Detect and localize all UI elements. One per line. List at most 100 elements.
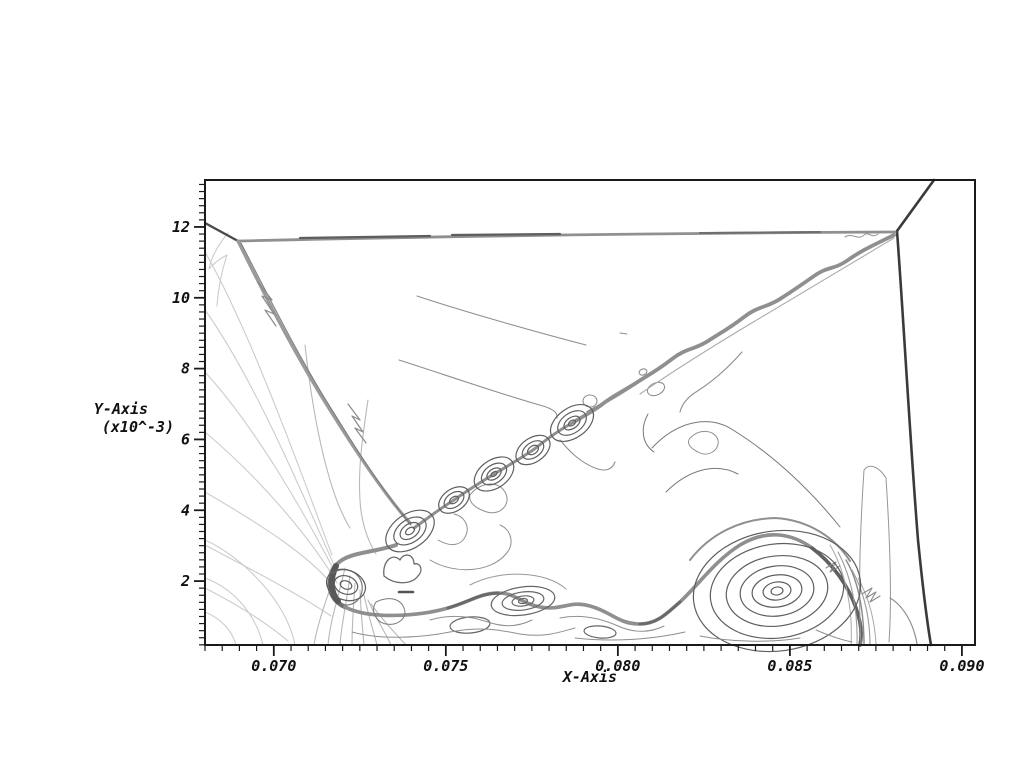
contour-ellipse [339,580,353,590]
contour-path [416,295,587,346]
contour-path [240,242,412,526]
contour-ellipse [709,542,845,640]
contour-path [699,231,821,234]
contour-ellipse [526,444,540,456]
y-tick-label: 2 [180,572,190,590]
contour-ellipse [486,467,502,481]
contour-ellipse [515,434,551,466]
contour-path [208,254,228,270]
contour-path [204,251,333,556]
contour-path [829,544,852,646]
contour-path [204,544,332,617]
contour-path [837,551,858,646]
contour-ellipse [521,440,545,460]
contour-path [204,539,296,646]
layer-thin-mid [398,295,743,471]
contour-path [343,533,863,647]
contour-path [469,573,567,590]
contour-path [208,232,229,270]
y-tick-label: 8 [181,360,190,378]
contour-path [304,344,351,529]
contour-ellipse [333,574,359,596]
contour-path [895,178,936,233]
y-tick-label: 12 [172,218,190,236]
x-tick-label: 0.085 [767,657,812,675]
contour-ellipse [563,415,581,431]
layer-fan-verticals [304,344,407,646]
contour-path [203,221,240,243]
contour-ellipse [725,555,829,627]
contour-path [204,577,264,646]
contour-ellipse [549,403,595,443]
y-axis-title: Y-Axis [94,400,148,418]
contour-path [351,582,356,646]
y-tick-label: 6 [181,430,190,448]
contour-ellipse [567,419,577,427]
contour-path [639,237,895,395]
contour-ellipse [646,381,666,397]
contour-ellipse [770,586,784,596]
contour-path [370,603,407,646]
contour-path [586,381,638,414]
contour-path [895,229,933,647]
x-tick-label: 0.090 [939,657,984,675]
axis-ticks [194,183,963,656]
contour-path [328,563,341,604]
contour-path [359,589,365,646]
contour-ellipse [449,616,491,634]
layer-left-vortex [325,554,422,625]
contour-path [450,232,562,237]
contour-path [559,439,616,471]
contour-ellipse [325,568,367,602]
contour-path [446,591,500,610]
contour-ellipse [473,456,515,492]
contour-ellipse [490,470,498,478]
contour-path [699,635,801,642]
contour-path [689,517,851,562]
contour-ellipse [443,490,465,510]
contour-path [665,467,739,493]
contour-path [347,403,367,444]
layer-shocks [203,178,936,647]
contour-ellipse [399,521,421,541]
contour-path [204,587,289,642]
contour-path [204,611,237,646]
contour-path [339,575,351,646]
contour-ellipse [739,565,815,617]
contour-path [437,513,468,546]
contour-ellipse [557,410,587,436]
contour-path [257,281,277,327]
contour-ellipse [404,526,416,536]
contour-path [889,597,918,645]
layer-bottom-field [351,615,853,643]
contour-path [851,569,871,646]
contour-ellipse [448,495,460,505]
contour-path [216,254,228,307]
x-tick-label: 0.075 [423,657,468,675]
y-tick-label: 10 [172,289,190,307]
contour-path [810,546,863,647]
contour-path [367,599,392,646]
contour-path [651,421,841,528]
contour-art [203,178,936,653]
contour-ellipse [517,597,529,605]
contour-path [329,569,363,606]
contour-path [679,351,743,413]
contour-path [469,483,508,514]
contour-path [363,594,378,646]
contour-path [687,431,719,455]
contour-path [574,631,686,641]
layer-big-vortex [642,413,862,653]
contour-path [204,309,335,566]
contour-ellipse [583,625,617,639]
contour-path [204,431,338,584]
contour-ellipse [393,516,427,546]
layer-mid-vortex [449,573,617,639]
contour-path [383,554,422,584]
contour-ellipse [692,529,862,653]
layer-chain-vortices [385,403,719,571]
contour-ellipse [438,486,470,514]
contour-path [619,332,628,335]
contour-path [825,561,841,573]
